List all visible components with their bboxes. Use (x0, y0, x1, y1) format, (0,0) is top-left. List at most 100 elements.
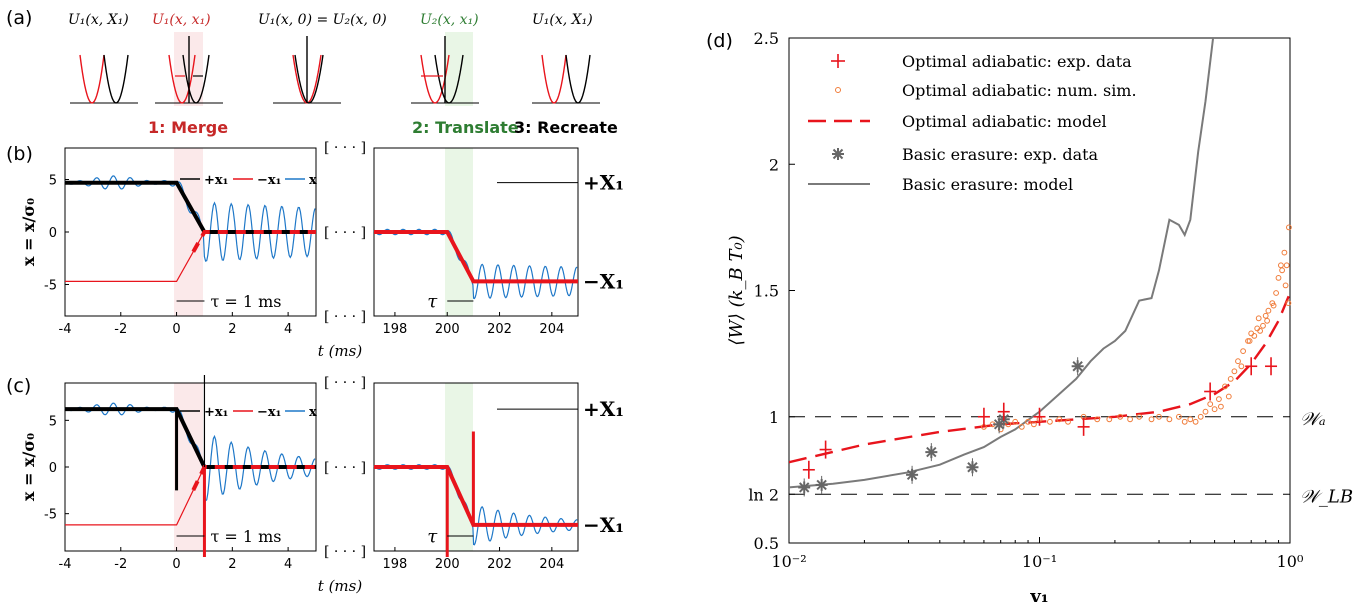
num-sim-point (1260, 322, 1266, 329)
trajectory-x-right (373, 464, 578, 546)
num-sim-point (1286, 224, 1292, 231)
opt-exp-point (1265, 357, 1278, 376)
b-plot-xtick-left-label: 4 (284, 322, 292, 337)
minusX1-label: −X₁ (583, 269, 624, 293)
panel-b: (b) 5 0 -5 -4 -2 0 2 4 198 200 202 204 x = x/σ₀ t (ms… (6, 140, 624, 360)
trajectory-x-right (373, 228, 578, 300)
legend-label-2: x (309, 173, 317, 188)
panel-c-label: (c) (6, 375, 31, 397)
b-plot-ylabel: x = x/σ₀ (19, 198, 38, 266)
ellipsis-0: [ · · · ] (324, 375, 366, 391)
c-plot-xtick-right-label: 204 (539, 557, 564, 572)
c-plot-xtick-right-label: 200 (435, 557, 460, 572)
num-sim-point (1246, 338, 1253, 344)
c-plot-xtick-right-label: 198 (383, 557, 408, 572)
potential-label-4: U₂(x, x₁) (420, 12, 479, 28)
basic-model-curve (789, 38, 1215, 489)
series-minus-x1-overlay (191, 230, 316, 253)
tau-label-right: τ (427, 291, 438, 312)
ellipsis-2: [ · · · ] (324, 544, 366, 560)
num-sim-point (1262, 312, 1269, 319)
well-3-right (294, 54, 324, 104)
b-plot-xtick-left-label: -4 (59, 322, 72, 337)
panel-d-label: (d) (706, 30, 733, 52)
tau-label-left: τ = 1 ms (210, 292, 281, 311)
b-plot-xtick-right-label: 198 (383, 322, 408, 337)
legend-label-1: −x₁ (257, 405, 281, 420)
num-sim-point (1012, 418, 1019, 425)
num-sim-point (1197, 413, 1204, 420)
c-plot-xtick-left-label: 2 (228, 557, 236, 572)
basic-exp-point (906, 465, 919, 484)
num-sim-point (1273, 290, 1279, 296)
num-sim-point (1148, 416, 1155, 423)
opt-exp-point (1077, 417, 1090, 436)
num-sim-point (1282, 282, 1289, 289)
num-sim-point (1278, 262, 1284, 269)
plusX1-label: +X₁ (583, 171, 624, 195)
plusX1-label: +X₁ (583, 397, 624, 421)
b-plot-ytick-label: -5 (44, 279, 57, 294)
legend-label-4: Basic erasure: model (902, 175, 1073, 194)
opt-exp-point (819, 440, 832, 459)
merge-shade-b (174, 148, 203, 316)
legend-label-2: Optimal adiabatic: model (902, 112, 1107, 131)
legend-marker-1 (835, 87, 841, 93)
d-xtick-label: 10⁰ (1277, 552, 1304, 571)
num-sim-point (1275, 275, 1282, 281)
basic-exp-point (1071, 357, 1084, 376)
d-ylabel: ⟨W⟩ (k_B T₀) (726, 235, 747, 345)
series-protocol-right (374, 465, 578, 527)
opt-exp-point (1245, 357, 1258, 376)
num-sim-point (1047, 418, 1053, 425)
num-sim-point (1235, 358, 1241, 365)
trajectory-x-left (64, 175, 316, 262)
d-ytick-label: 2.5 (754, 29, 779, 48)
b-plot-xtick-left-label: 0 (172, 322, 180, 337)
ellipsis-1: [ · · · ] (324, 225, 366, 241)
num-sim-point (1031, 421, 1037, 428)
merge-step-label: 1: Merge (148, 118, 228, 137)
d-hline-label-1: 𝒲_LB (1300, 486, 1353, 507)
num-sim-point (1202, 408, 1209, 415)
num-sim-point (1222, 383, 1228, 390)
num-sim-point (1257, 328, 1263, 334)
num-sim-point (1065, 418, 1071, 425)
legend-marker-3 (832, 148, 844, 160)
translate-step-label: 2: Translate (412, 118, 519, 137)
b-plot-xtick-right-label: 202 (487, 322, 512, 337)
ellipsis-1: [ · · · ] (324, 460, 366, 476)
opt-exp-point (1204, 382, 1217, 401)
num-sim-point (1265, 307, 1272, 314)
num-sim-point (1156, 413, 1162, 420)
b-plot-xtick-left-label: 2 (228, 322, 236, 337)
d-ytick-label: 2 (769, 155, 779, 174)
num-sim-point (1218, 403, 1224, 410)
num-sim-point (1283, 262, 1290, 269)
d-xtick-label: 10⁻² (771, 552, 806, 571)
panel-c: (c) 5 0 -5 -4 -2 0 2 4 198 200 202 204 x = x/σ₀ t (ms… (6, 375, 624, 595)
tau-label-right: τ (427, 526, 438, 547)
num-sim-point (1094, 416, 1101, 423)
legend-label-2: x (309, 405, 317, 420)
basic-exp-point (798, 478, 811, 497)
num-sim-point (1264, 317, 1270, 324)
trajectory-x-left (64, 402, 316, 502)
c-plot-xtick-left-label: 0 (172, 557, 180, 572)
legend-label-3: Basic erasure: exp. data (902, 145, 1099, 164)
num-sim-point (1231, 368, 1238, 375)
num-sim-point (1285, 300, 1292, 307)
ellipsis-2: [ · · · ] (324, 309, 366, 325)
panel-a: (a) U₁(x, X₁) U₁(x, x₁) U₁(x, 0) = U₂(x, 0… (6, 7, 600, 106)
legend-label-0: +x₁ (204, 173, 228, 188)
legend-label-1: −x₁ (257, 173, 281, 188)
num-sim-point (1211, 406, 1218, 413)
num-sim-point (1240, 348, 1246, 355)
legend-label-1: Optimal adiabatic: num. sim. (902, 81, 1137, 100)
potential-label-3: U₁(x, 0) = U₂(x, 0) (258, 12, 387, 28)
basic-exp-point (925, 443, 938, 462)
well-1-left (79, 54, 105, 104)
d-ytick-label: ln 2 (748, 485, 779, 504)
well-1-right (103, 54, 129, 104)
d-xlabel: v₁ (1029, 586, 1048, 607)
